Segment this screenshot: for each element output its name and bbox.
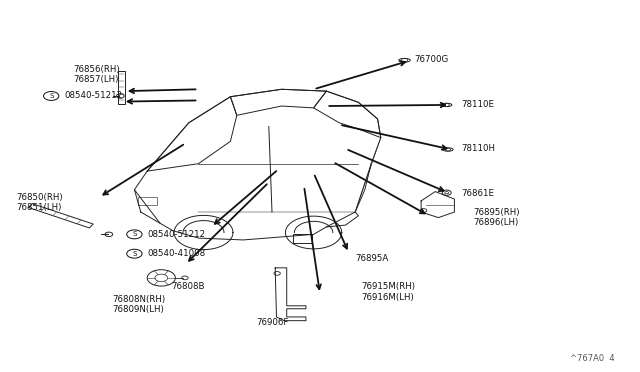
Text: 76850(RH)
76851(LH): 76850(RH) 76851(LH) [16, 193, 63, 212]
Text: ^767A0  4: ^767A0 4 [570, 354, 614, 363]
Text: 76915M(RH)
76916M(LH): 76915M(RH) 76916M(LH) [362, 282, 415, 302]
Text: 76700G: 76700G [415, 55, 449, 64]
Text: 08540-51212: 08540-51212 [147, 230, 205, 239]
Text: 76808N(RH)
76809N(LH): 76808N(RH) 76809N(LH) [112, 295, 165, 314]
Text: 76856(RH)
76857(LH): 76856(RH) 76857(LH) [74, 65, 120, 84]
Text: 78110H: 78110H [461, 144, 495, 153]
Text: 76895(RH)
76896(LH): 76895(RH) 76896(LH) [474, 208, 520, 227]
Text: S: S [132, 251, 136, 257]
Text: S: S [49, 93, 53, 99]
Text: 76808B: 76808B [172, 282, 205, 291]
Bar [118, 71, 125, 104]
Text: 08540-51212: 08540-51212 [64, 92, 122, 100]
Text: 76906F: 76906F [256, 318, 289, 327]
Text: S: S [132, 231, 136, 237]
Text: 76861E: 76861E [461, 189, 494, 198]
Bar [293, 234, 312, 243]
Text: 78110E: 78110E [461, 100, 494, 109]
Text: 76895A: 76895A [355, 254, 388, 263]
Text: 08540-41008: 08540-41008 [147, 249, 205, 258]
